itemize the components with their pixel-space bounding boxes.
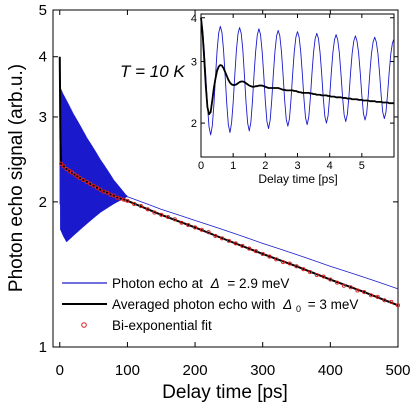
inset-y-tick-label-0: 2 <box>191 118 197 130</box>
series-averaged-echo-inset <box>200 17 394 116</box>
fit-point-55 <box>355 288 360 293</box>
fit-point-39 <box>247 246 252 251</box>
fit-point-40 <box>253 249 258 254</box>
fit-point-49 <box>314 273 319 278</box>
fit-point-7 <box>78 176 83 181</box>
fit-point-42 <box>267 254 272 259</box>
inset-axis-ticks: 0 1 2 3 4 5 2 3 4 <box>191 13 394 172</box>
fit-point-19 <box>118 196 123 201</box>
main-x-tick-label-3: 300 <box>250 362 275 379</box>
fit-point-56 <box>362 290 367 295</box>
fit-point-10 <box>88 181 93 186</box>
inset-x-tick-label-2: 2 <box>262 160 268 172</box>
fit-point-3 <box>67 168 72 173</box>
main-x-tick-label-5: 500 <box>385 362 410 379</box>
fit-point-54 <box>348 285 353 290</box>
fit-point-12 <box>94 185 100 190</box>
fit-point-41 <box>260 251 265 256</box>
inset-y-tick-label-1: 3 <box>191 56 197 68</box>
legend: Photon echo at Δ = 2.9 meV Averaged phot… <box>62 276 358 333</box>
main-axis-ticks: 0 100 200 300 400 500 1 2 3 4 5 <box>39 2 411 379</box>
fit-point-38 <box>240 243 245 249</box>
fit-point-50 <box>321 274 326 279</box>
fit-point-34 <box>213 233 218 238</box>
inset-x-axis-label: Delay time [ps] <box>258 172 337 186</box>
fit-point-2 <box>64 166 69 172</box>
legend-label-photon-echo: Photon echo at Δ = 2.9 meV <box>112 276 289 291</box>
fit-point-61 <box>395 303 401 308</box>
inset-plot-frame <box>200 13 395 158</box>
fit-point-48 <box>308 270 313 275</box>
fit-point-32 <box>199 227 204 232</box>
fit-point-52 <box>335 280 340 285</box>
inset-y-tick-label-2: 4 <box>191 13 197 25</box>
main-x-tick-label-4: 400 <box>318 362 343 379</box>
fit-point-24 <box>145 207 150 212</box>
fit-point-8 <box>81 177 86 183</box>
fit-point-18 <box>115 195 120 200</box>
series-photon-echo-inset <box>200 17 395 136</box>
series-averaged-echo-main <box>58 56 399 307</box>
fit-point-37 <box>233 241 238 246</box>
main-y-tick-label-4: 5 <box>39 2 47 19</box>
fit-point-0 <box>59 161 64 166</box>
inset-x-tick-label-4: 4 <box>327 160 333 172</box>
fit-point-4 <box>69 170 74 175</box>
fit-point-13 <box>98 187 103 192</box>
fit-point-25 <box>152 210 157 215</box>
fit-point-23 <box>138 204 143 209</box>
main-series-group <box>58 56 401 308</box>
fit-point-46 <box>294 264 299 269</box>
fit-point-47 <box>301 267 306 272</box>
legend-marker-bi-exponential-fit <box>81 322 87 328</box>
fit-point-21 <box>125 198 130 203</box>
fit-point-33 <box>206 230 211 235</box>
main-y-tick-label-2: 3 <box>39 109 47 126</box>
temperature-annotation: T = 10 K <box>120 62 185 81</box>
main-y-tick-label-0: 1 <box>39 339 47 356</box>
fit-point-31 <box>193 225 198 230</box>
legend-label-bi-exponential-fit: Bi-exponential fit <box>112 318 212 333</box>
fit-point-51 <box>328 277 333 282</box>
fit-point-45 <box>287 261 292 266</box>
inset-x-tick-label-0: 0 <box>198 160 204 172</box>
main-y-tick-label-3: 4 <box>39 49 47 66</box>
fit-point-57 <box>368 293 373 298</box>
fit-point-9 <box>84 179 89 184</box>
fit-point-36 <box>226 238 231 243</box>
fit-point-44 <box>280 260 286 265</box>
fit-point-5 <box>72 172 77 177</box>
fit-point-26 <box>159 212 164 217</box>
main-x-tick-label-2: 200 <box>183 362 208 379</box>
inset-x-tick-label-1: 1 <box>230 160 236 172</box>
inset-x-tick-label-3: 3 <box>294 160 300 172</box>
main-plot-frame <box>52 9 399 348</box>
legend-label-averaged-echo: Averaged photon echo with Δ 0 = 3 meV <box>112 297 358 315</box>
fit-point-35 <box>220 236 225 241</box>
fit-point-1 <box>61 164 66 169</box>
fit-point-22 <box>132 201 137 207</box>
fit-point-28 <box>172 217 177 222</box>
fit-point-30 <box>186 223 191 228</box>
fit-point-15 <box>105 190 110 195</box>
fit-point-6 <box>75 174 80 179</box>
fit-point-59 <box>382 298 387 303</box>
fit-point-53 <box>341 283 346 288</box>
fit-point-27 <box>165 215 171 220</box>
main-x-tick-label-1: 100 <box>115 362 140 379</box>
fit-point-11 <box>91 183 96 188</box>
fit-point-20 <box>121 197 127 202</box>
fit-point-58 <box>375 294 380 300</box>
main-x-tick-label-0: 0 <box>56 362 64 379</box>
fit-point-17 <box>111 193 116 198</box>
main-x-axis-label: Delay time [ps] <box>162 382 288 403</box>
fit-point-29 <box>179 220 184 225</box>
fit-point-43 <box>274 257 279 262</box>
inset-x-tick-label-5: 5 <box>359 160 365 172</box>
main-y-axis-label: Photon echo signal (arb.u.) <box>6 64 27 292</box>
main-y-tick-label-1: 2 <box>39 194 47 211</box>
inset-series-group <box>200 17 395 136</box>
fit-point-60 <box>389 299 394 305</box>
